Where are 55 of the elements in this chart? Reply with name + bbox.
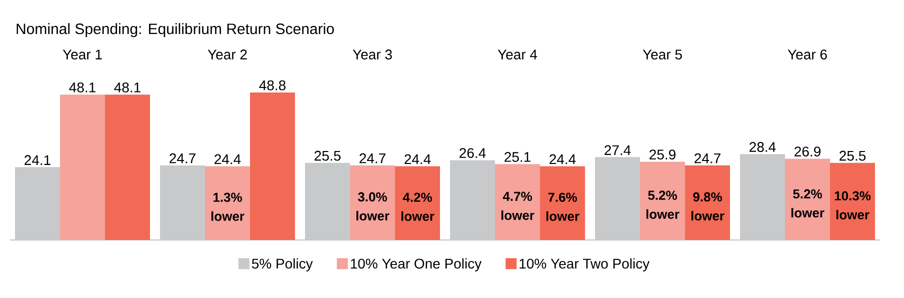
annotation: 4.2% lower [401,192,434,221]
data-label: 28.4 [750,142,776,152]
annotation: 9.8% lower [691,192,724,221]
bar [540,166,586,240]
annotation: 10.3% lower [834,191,871,220]
data-label: 25.1 [504,152,530,162]
x-tick-label: Year 5 [642,50,682,60]
chart-title: Nominal Spending: Equilibrium Return Scenario [16,23,334,38]
legend-label: 5% Policy [252,258,313,272]
annotation: 1.3% lower [211,192,244,221]
bar [160,165,206,240]
bar [60,94,106,240]
annotation: 5.2% lower [646,190,680,219]
data-label: 24.1 [24,155,50,165]
bar [785,158,830,240]
x-tick-label: Year 6 [788,50,827,60]
data-label: 25.9 [650,150,676,160]
x-tick-label: Year 2 [208,50,247,60]
data-label: 26.4 [460,148,486,158]
bar [250,92,296,240]
legend-label: 10% Year Two Policy [520,258,650,272]
bar [640,162,686,240]
bar [105,94,150,240]
x-tick-label: Year 1 [62,50,102,60]
annotation: 7.6% lower [546,192,580,221]
data-label: 27.4 [604,145,631,155]
data-label: 48.1 [69,82,96,92]
annotation: 5.2% lower [791,189,824,218]
data-label: 48.8 [259,80,286,90]
x-tick-label: Year 3 [352,50,392,60]
bar [305,162,350,240]
data-label: 24.7 [170,153,196,164]
data-label: 24.4 [550,154,576,164]
data-label: 24.4 [214,154,241,164]
legend-label: 10% Year One Policy [350,258,482,272]
bar [595,157,640,240]
bar [740,154,786,240]
data-label: 24.7 [360,153,386,164]
data-label: 24.4 [404,154,431,164]
bar [450,160,496,240]
bar [495,164,540,240]
annotation: 3.0% lower [356,192,390,221]
data-label: 25.5 [840,150,866,161]
bar [685,165,730,240]
x-tick-label: Year 4 [498,50,538,60]
bar [205,166,250,240]
data-label: 25.5 [314,150,341,161]
bar [830,162,876,240]
bar [395,166,440,240]
bar [15,167,60,240]
data-label: 26.9 [794,146,820,156]
annotation: 4.7% lower [501,192,534,220]
bar [350,165,396,240]
data-label: 48.1 [114,82,140,92]
data-label: 24.7 [694,153,720,164]
